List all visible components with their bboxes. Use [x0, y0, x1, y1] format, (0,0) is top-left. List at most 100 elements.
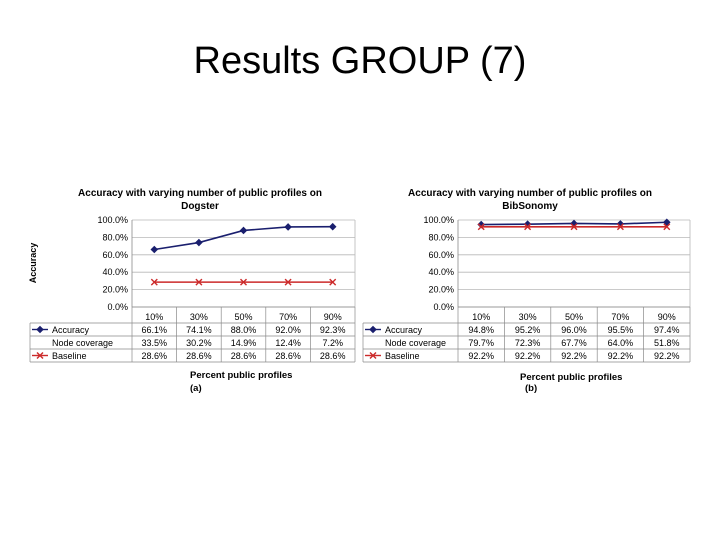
- chart-caption: (a): [190, 383, 202, 394]
- x-category-label: 30%: [190, 312, 208, 322]
- y-tick-label: 60.0%: [428, 250, 454, 260]
- table-cell: 51.8%: [654, 338, 680, 348]
- table-cell: 96.0%: [561, 325, 587, 335]
- data-point-accuracy: [239, 226, 248, 235]
- data-point-baseline: [477, 223, 485, 231]
- table-cell: 92.3%: [320, 325, 346, 335]
- table-cell: 92.2%: [468, 351, 494, 361]
- legend-key-marker: [369, 325, 377, 334]
- legend-label: Node coverage: [52, 338, 113, 348]
- legend-label: Accuracy: [385, 325, 423, 335]
- data-point-accuracy: [570, 219, 578, 228]
- data-point-baseline: [150, 278, 158, 286]
- chart-title-line: BibSonomy: [502, 201, 558, 212]
- table-cell: 12.4%: [275, 338, 301, 348]
- table-cell: 33.5%: [142, 338, 168, 348]
- y-tick-label: 100.0%: [97, 215, 128, 225]
- y-axis-label: Accuracy: [28, 243, 38, 284]
- chart-a: Accuracy with varying number of public p…: [28, 188, 356, 394]
- x-category-label: 90%: [324, 312, 342, 322]
- data-point-baseline-stroke-b: [240, 278, 247, 286]
- chart-title-line: Dogster: [181, 201, 219, 212]
- table-cell: 28.6%: [186, 351, 212, 361]
- data-point-accuracy: [195, 238, 203, 247]
- x-category-label: 10%: [472, 312, 490, 322]
- table-cell: 95.2%: [515, 325, 541, 335]
- y-tick-label: 60.0%: [102, 250, 128, 260]
- legend-label: Node coverage: [385, 338, 446, 348]
- data-point-baseline-stroke-b: [570, 223, 578, 231]
- data-point-baseline: [329, 278, 337, 286]
- data-point-baseline-stroke-b: [616, 223, 624, 231]
- table-cell: 92.2%: [654, 351, 680, 361]
- x-category-label: 50%: [234, 312, 252, 322]
- table-cell: 79.7%: [468, 338, 494, 348]
- data-point-accuracy: [477, 220, 485, 229]
- data-point-baseline-stroke-b: [284, 278, 292, 286]
- chart-caption: (b): [525, 383, 537, 394]
- table-cell: 28.6%: [231, 351, 257, 361]
- table-cell: 67.7%: [561, 338, 587, 348]
- legend-key-marker-stroke-b: [369, 352, 377, 359]
- table-cell: 66.1%: [142, 325, 168, 335]
- chart-title-line: Accuracy with varying number of public p…: [78, 188, 322, 199]
- data-point-accuracy: [328, 222, 337, 231]
- y-tick-label: 80.0%: [102, 232, 128, 242]
- data-point-baseline: [195, 278, 203, 286]
- data-point-baseline: [616, 223, 624, 231]
- legend-key-marker: [369, 352, 377, 359]
- data-point-baseline: [663, 223, 671, 231]
- legend-label: Accuracy: [52, 325, 90, 335]
- legend-key-marker: [36, 352, 44, 359]
- data-point-baseline-stroke-b: [663, 223, 671, 231]
- table-cell: 88.0%: [231, 325, 257, 335]
- y-tick-label: 80.0%: [428, 232, 454, 242]
- x-category-label: 70%: [279, 312, 297, 322]
- data-point-baseline-stroke-b: [329, 278, 337, 286]
- table-cell: 72.3%: [515, 338, 541, 348]
- x-category-label: 50%: [565, 312, 583, 322]
- data-point-baseline-stroke-b: [150, 278, 158, 286]
- data-point-baseline-stroke-b: [195, 278, 203, 286]
- table-cell: 14.9%: [231, 338, 257, 348]
- x-category-label: 10%: [145, 312, 163, 322]
- x-category-label: 90%: [658, 312, 676, 322]
- x-category-label: 70%: [611, 312, 629, 322]
- slide-title: Results GROUP (7): [193, 40, 527, 82]
- table-cell: 30.2%: [186, 338, 212, 348]
- y-tick-label: 0.0%: [433, 302, 454, 312]
- data-point-baseline: [240, 278, 247, 286]
- y-tick-label: 20.0%: [102, 285, 128, 295]
- y-tick-label: 0.0%: [107, 302, 128, 312]
- table-cell: 92.2%: [561, 351, 587, 361]
- legend-key-marker-stroke-b: [36, 352, 44, 359]
- x-category-label: 30%: [519, 312, 537, 322]
- table-cell: 94.8%: [468, 325, 494, 335]
- table-cell: 92.2%: [608, 351, 634, 361]
- y-tick-label: 40.0%: [428, 267, 454, 277]
- legend-label: Baseline: [52, 351, 87, 361]
- table-cell: 7.2%: [322, 338, 343, 348]
- table-cell: 28.6%: [142, 351, 168, 361]
- y-tick-label: 100.0%: [423, 215, 454, 225]
- table-cell: 64.0%: [608, 338, 634, 348]
- data-point-baseline: [284, 278, 292, 286]
- data-point-baseline-stroke-b: [477, 223, 485, 231]
- legend-label: Baseline: [385, 351, 420, 361]
- x-axis-label: Percent public profiles: [190, 370, 292, 381]
- table-cell: 28.6%: [275, 351, 301, 361]
- data-point-accuracy: [284, 223, 292, 231]
- data-point-baseline-stroke-b: [524, 223, 532, 231]
- y-tick-label: 20.0%: [428, 285, 454, 295]
- x-axis-label: Percent public profiles: [520, 372, 622, 383]
- chart-title-line: Accuracy with varying number of public p…: [408, 188, 652, 199]
- table-cell: 74.1%: [186, 325, 212, 335]
- table-cell: 92.2%: [515, 351, 541, 361]
- data-point-baseline: [524, 223, 532, 231]
- table-cell: 28.6%: [320, 351, 346, 361]
- table-cell: 97.4%: [654, 325, 680, 335]
- table-cell: 92.0%: [275, 325, 301, 335]
- data-point-accuracy: [150, 245, 159, 254]
- data-point-baseline: [570, 223, 578, 231]
